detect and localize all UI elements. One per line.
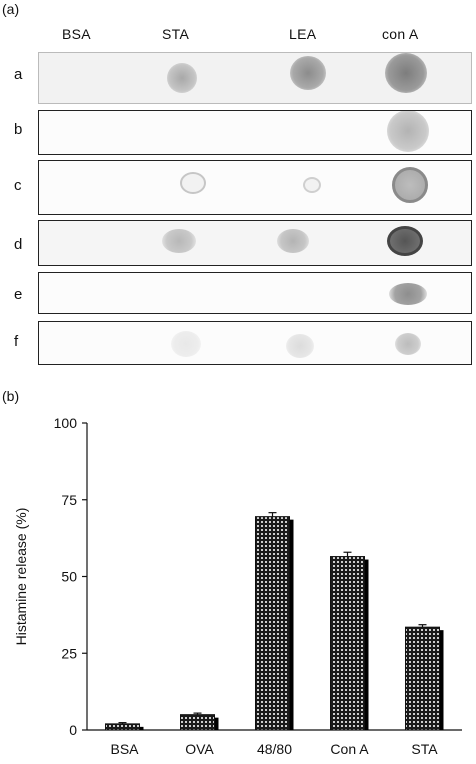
x-tick-label: BSA [110,741,139,757]
blot-spot [167,63,197,93]
blot-spot [385,53,427,93]
blot-spot [387,226,423,256]
blot-spot [162,229,196,253]
blot-spot [395,333,421,355]
panel-b-label: (b) [2,388,20,404]
blot-spot [277,229,309,253]
blot-spot [389,283,427,305]
row-label-c: c [14,177,22,194]
column-label-sta: STA [162,26,190,42]
bar [330,556,365,731]
chart-labels: 0 25 50 75 100 Histamine release (%) BSA OVA 48/… [13,415,438,757]
x-tick-label: Con A [330,741,369,757]
bar [255,516,290,731]
y-axis-label: Histamine release (%) [13,508,29,646]
x-tick-label: STA [411,741,438,757]
row-label-a: a [14,66,23,83]
blot-strip-d [38,220,472,266]
y-tick-label: 100 [54,415,78,431]
blot-spot [392,167,428,203]
x-tick-label: 48/80 [257,741,292,757]
histamine-bar-chart: 0 25 50 75 100 Histamine release (%) BSA OVA 48/… [13,415,462,757]
row-label-b: b [14,121,23,138]
chart-bars [105,512,444,731]
y-tick-label: 50 [61,569,77,585]
y-tick-label: 75 [61,492,77,508]
panel-a-label: (a) [2,1,20,17]
blot-strip-f [38,321,472,365]
blot-strip-a [38,52,472,104]
column-label-lea: LEA [289,26,317,42]
bar [180,714,215,731]
column-label-con-a: con A [382,26,419,42]
y-tick-label: 0 [69,722,77,738]
blot-spot [387,111,429,152]
row-label-d: d [14,236,23,253]
blot-strip-b [38,110,472,155]
blot-strip-c [38,160,472,215]
blot-strip-e [38,272,472,314]
blot-spot [303,177,321,193]
blot-spot [171,331,201,357]
blot-spot [290,56,326,90]
bar [405,626,440,731]
row-label-f: f [14,333,19,350]
y-tick-label: 25 [61,645,77,661]
row-label-e: e [14,286,23,303]
blot-spot [286,334,314,358]
column-label-bsa: BSA [62,26,91,42]
blot-spot [180,172,206,194]
x-tick-label: OVA [185,741,214,757]
bar [105,723,140,731]
